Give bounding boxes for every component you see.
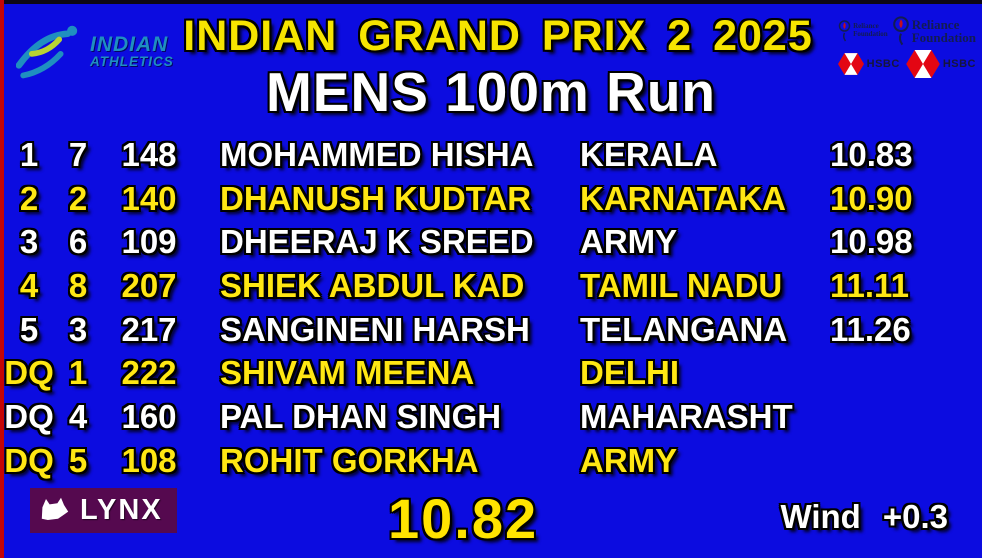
team-cell: ARMY [580,441,678,479]
lynx-wordmark: LYNX [80,494,163,526]
athlete-name-cell: ROHIT GORKHA [220,441,479,479]
reliance-foundation-logo: Reliance Foundation [892,16,976,46]
bib-cell: 140 [121,179,177,217]
position-cell: DQ [4,354,54,392]
org-logo-line1: INDIAN [90,32,169,56]
lynx-timing-badge: LYNX [30,488,177,533]
reliance-flame-icon [838,20,851,42]
table-row: 3 6 109 DHEERAJ K SREED ARMY 10.98 [0,220,982,264]
wind-value: +0.3 [882,498,948,535]
time-cell: 11.26 [830,310,911,348]
bib-cell: 109 [121,223,177,261]
athlete-name-cell: DHEERAJ K SREED [220,223,534,261]
lynx-head-icon [41,497,69,520]
position-cell: DQ [4,397,54,435]
position-cell: 1 [19,135,39,173]
top-edge-strip [4,0,982,4]
hsbc-hexagon-icon [906,50,940,78]
results-table: 1 7 148 MOHAMMED HISHA KERALA 10.83 2 2 … [0,133,982,483]
table-row: 4 8 207 SHIEK ABDUL KAD TAMIL NADU 11.11 [0,264,982,308]
bib-cell: 108 [121,441,177,479]
reliance-big-sub: Foundation [911,30,976,45]
winning-time-display: 10.82 [388,487,539,550]
time-cell: 10.98 [830,223,913,261]
bib-cell: 222 [121,354,177,392]
lane-cell: 8 [68,266,88,304]
position-cell: 2 [19,179,39,217]
athlete-name-cell: SHIVAM MEENA [220,354,475,392]
lane-cell: 2 [68,179,88,217]
position-cell: 3 [19,223,39,261]
bib-cell: 148 [121,135,177,173]
team-cell: TAMIL NADU [580,266,783,304]
team-cell: MAHARASHT [580,397,793,435]
lane-cell: 6 [68,223,88,261]
team-cell: KARNATAKA [580,179,786,217]
team-cell: DELHI [580,354,679,392]
table-row: DQ 4 160 PAL DHAN SINGH MAHARASHT [0,395,982,439]
event-title: INDIAN GRAND PRIX 2 2025 [183,12,813,60]
left-edge-strip [0,0,4,558]
reliance-big-text: Reliance Foundation [912,18,976,44]
table-row: DQ 5 108 ROHIT GORKHA ARMY [0,439,982,483]
bib-cell: 160 [121,397,177,435]
wind-reading: Wind +0.3 [781,498,949,536]
position-cell: 5 [19,310,39,348]
reliance-small-name: Reliance [853,22,879,31]
athlete-name-cell: PAL DHAN SINGH [220,397,502,435]
table-row: 1 7 148 MOHAMMED HISHA KERALA 10.83 [0,133,982,177]
reliance-big-name: Reliance [911,17,960,32]
team-cell: TELANGANA [580,310,788,348]
hsbc-hexagon-icon [837,53,864,75]
position-cell: DQ [4,441,54,479]
indian-athletics-logo: INDIAN ATHLETICS [16,20,174,82]
hsbc-logos-row: HSBC HSBC [830,50,976,78]
table-row: 2 2 140 DHANUSH KUDTAR KARNATAKA 10.90 [0,177,982,221]
time-cell: 10.83 [830,135,913,173]
athlete-name-cell: SANGINENI HARSH [220,310,530,348]
table-row: 5 3 217 SANGINENI HARSH TELANGANA 11.26 [0,308,982,352]
bib-cell: 217 [121,310,177,348]
lane-cell: 4 [68,397,88,435]
hsbc-wordmark: HSBC [866,58,900,70]
lane-cell: 5 [68,441,88,479]
bib-cell: 207 [121,266,177,304]
org-logo-text: INDIAN ATHLETICS [90,34,174,69]
org-logo-line2: ATHLETICS [90,53,174,69]
reliance-foundation-small-logo: Reliance Foundation [838,20,888,42]
hsbc-logo-small: HSBC [837,53,900,75]
reliance-flame-icon [892,16,909,46]
reliance-logos-row: Reliance Foundation Reliance Foundation [830,16,976,46]
lane-cell: 7 [68,135,88,173]
team-cell: KERALA [580,135,718,173]
team-cell: ARMY [580,223,678,261]
athlete-name-cell: SHIEK ABDUL KAD [220,266,525,304]
sponsor-logos: Reliance Foundation Reliance Foundation … [830,16,976,78]
position-cell: 4 [19,266,39,304]
athlete-name-cell: MOHAMMED HISHA [220,135,534,173]
lane-cell: 3 [68,310,88,348]
hsbc-logo-large: HSBC [906,50,976,78]
lane-cell: 1 [68,354,88,392]
reliance-small-text: Reliance Foundation [853,23,888,38]
wind-label: Wind [780,498,861,535]
time-cell: 11.11 [830,266,909,304]
time-cell: 10.90 [830,179,913,217]
table-row: DQ 1 222 SHIVAM MEENA DELHI [0,351,982,395]
athlete-name-cell: DHANUSH KUDTAR [220,179,532,217]
runner-swoosh-icon [16,25,78,79]
hsbc-wordmark: HSBC [942,58,976,70]
reliance-small-sub: Foundation [853,30,888,38]
race-title: MENS 100m Run [265,61,717,123]
